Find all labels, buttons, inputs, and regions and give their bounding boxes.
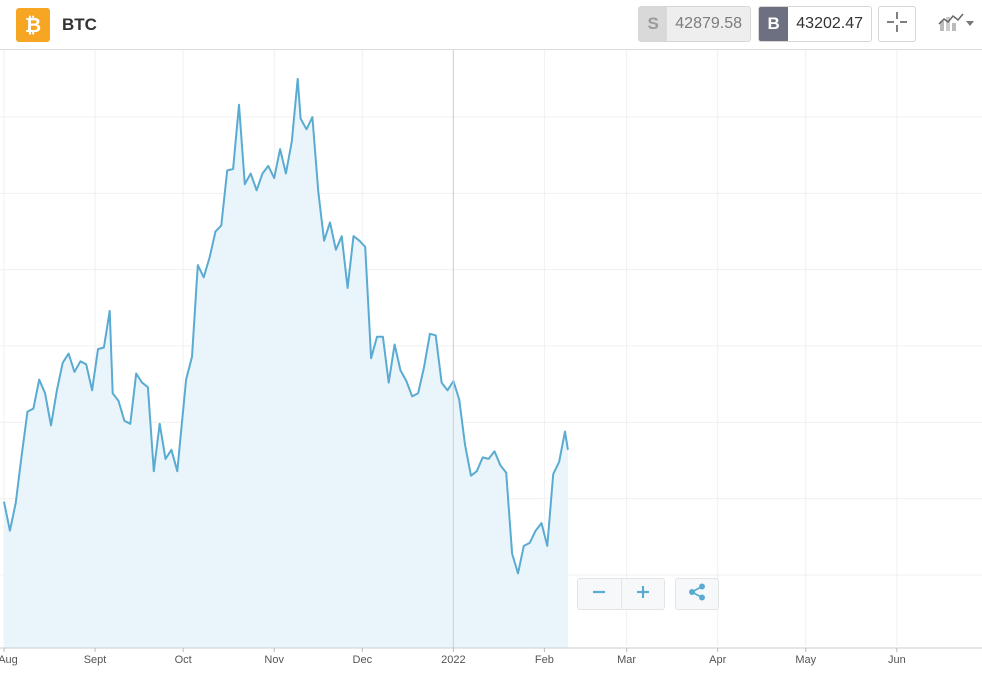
instrument-symbol: BTC [62, 15, 97, 34]
price-chart[interactable]: Aug Sept Oct Nov Dec 2022 Feb Mar Apr May Jun [0, 50, 982, 679]
bitcoin-icon: ₿ [16, 8, 50, 42]
crosshair-icon [886, 11, 908, 38]
line-chart-icon [938, 11, 964, 38]
x-tick-label: Sept [84, 654, 107, 666]
share-button[interactable] [675, 578, 719, 610]
chart-type-dropdown[interactable] [932, 6, 982, 42]
caret-down-icon [964, 15, 976, 33]
sell-tag: S [639, 7, 668, 41]
buy-tag: B [759, 7, 789, 41]
price-line [3, 77, 569, 575]
sell-price-button[interactable]: S 42879.58 [638, 6, 751, 42]
zoom-out-button[interactable] [578, 579, 621, 609]
price-area [4, 78, 568, 648]
x-tick-label: Aug [0, 654, 18, 666]
x-tick-label: Jun [888, 654, 906, 666]
x-tick-label: Nov [264, 654, 284, 666]
crosshair-button[interactable] [878, 6, 916, 42]
x-tick-label: Apr [709, 654, 726, 666]
x-tick-label: Mar [617, 654, 636, 666]
x-tick-label: Feb [535, 654, 554, 666]
sell-price: 42879.58 [667, 7, 750, 41]
instrument-header: ₿ BTC S 42879.58 B 43202.47 [0, 0, 982, 50]
svg-text:₿: ₿ [25, 13, 41, 37]
minus-icon [592, 585, 606, 604]
zoom-in-button[interactable] [620, 579, 665, 609]
buy-price-button[interactable]: B 43202.47 [758, 6, 872, 42]
x-axis: Aug Sept Oct Nov Dec 2022 Feb Mar Apr May Jun [0, 648, 906, 666]
x-tick-label: May [795, 654, 816, 666]
zoom-controls [577, 578, 665, 610]
plus-icon [636, 585, 650, 604]
x-tick-label: 2022 [441, 654, 465, 666]
share-icon [688, 583, 706, 606]
buy-price: 43202.47 [788, 7, 871, 41]
x-tick-label: Dec [353, 654, 373, 666]
x-tick-label: Oct [175, 654, 192, 666]
